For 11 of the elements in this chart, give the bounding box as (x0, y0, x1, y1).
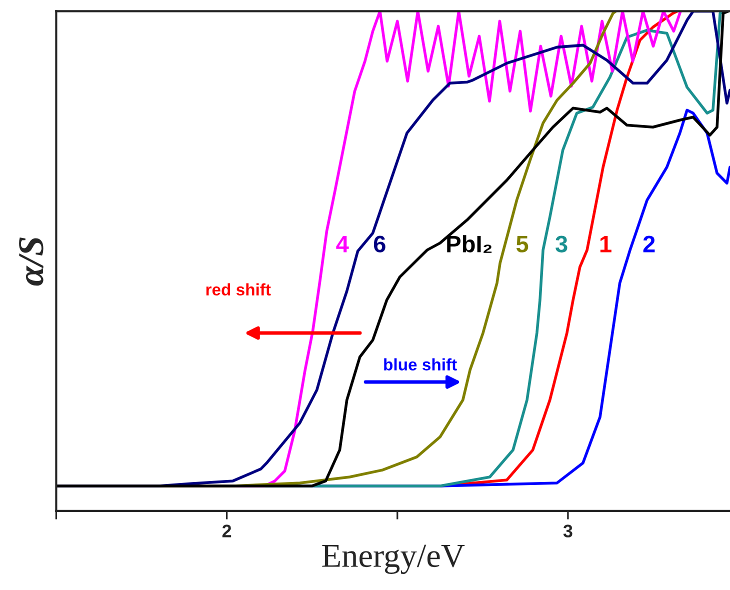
series-label: 4 (336, 236, 349, 252)
y-axis-title: α/S (19, 238, 44, 286)
series-label: 2 (643, 236, 655, 252)
series-label: 1 (600, 236, 612, 252)
series-label: PbI₂ (447, 235, 492, 253)
series-label: 5 (516, 236, 528, 252)
series-label: 3 (556, 236, 568, 252)
x-axis-title: Energy/eV (322, 544, 465, 574)
annotation: red shift (206, 283, 271, 296)
annotation: blue shift (384, 358, 457, 370)
series-label: 6 (374, 236, 386, 252)
